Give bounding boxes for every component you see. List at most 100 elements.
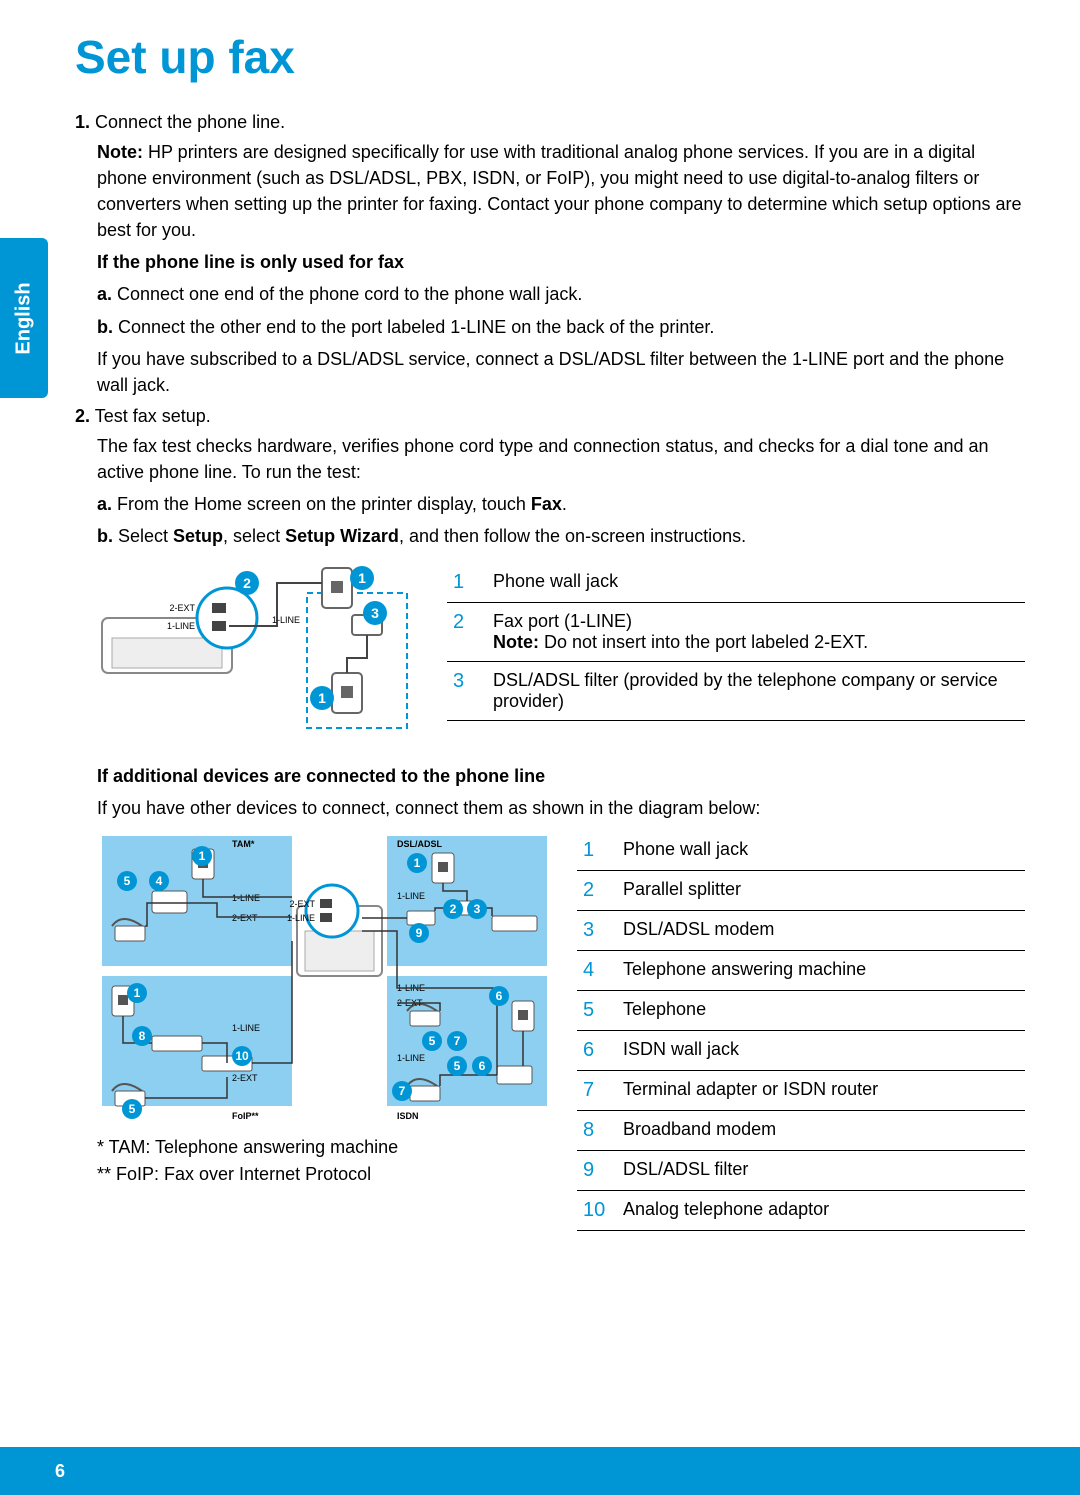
step-2b-label: b.: [97, 526, 113, 546]
legend-text: ISDN wall jack: [617, 1031, 1025, 1071]
legend-text: Parallel splitter: [617, 871, 1025, 911]
legend-row: 7Terminal adapter or ISDN router: [577, 1071, 1025, 1111]
svg-text:2-EXT: 2-EXT: [232, 913, 258, 923]
step-1a: a. Connect one end of the phone cord to …: [97, 281, 1025, 307]
svg-text:3: 3: [474, 902, 481, 916]
legend-number: 2: [577, 871, 617, 911]
svg-text:1-LINE: 1-LINE: [232, 893, 260, 903]
step-2b-pre: Select: [113, 526, 173, 546]
legend-text: DSL/ADSL modem: [617, 911, 1025, 951]
svg-text:5: 5: [454, 1059, 461, 1073]
legend-number: 9: [577, 1151, 617, 1191]
diagram-additional-devices: 2-EXT 1-LINE TAM* FoIP** DSL/ADSL ISDN 1…: [97, 831, 552, 1188]
legend-text: Fax port (1-LINE)Note: Do not insert int…: [487, 603, 1025, 662]
svg-text:1: 1: [414, 856, 421, 870]
callout-badge: 3: [363, 601, 387, 625]
step-1-text: Connect the phone line.: [95, 112, 285, 132]
legend-row: 2Parallel splitter: [577, 871, 1025, 911]
legend-additional-devices: 1Phone wall jack2Parallel splitter3DSL/A…: [577, 831, 1025, 1231]
legend-number: 3: [447, 662, 487, 721]
step-2b-b2: Setup Wizard: [285, 526, 399, 546]
legend-row: 1Phone wall jack: [447, 563, 1025, 603]
note-text: HP printers are designed specifically fo…: [97, 142, 1022, 240]
step-2a-label: a.: [97, 494, 112, 514]
legend-number: 4: [577, 951, 617, 991]
svg-text:1-LINE: 1-LINE: [287, 913, 315, 923]
legend-number: 1: [447, 563, 487, 603]
page-number: 6: [55, 1461, 65, 1482]
legend-text: Telephone: [617, 991, 1025, 1031]
step-2b: b. Select Setup, select Setup Wizard, an…: [97, 523, 1025, 549]
svg-text:2-EXT: 2-EXT: [232, 1073, 258, 1083]
legend-text: DSL/ADSL filter (provided by the telepho…: [487, 662, 1025, 721]
footnote-foip: ** FoIP: Fax over Internet Protocol: [97, 1161, 552, 1188]
svg-text:7: 7: [399, 1084, 406, 1098]
step-2b-mid: , select: [223, 526, 285, 546]
legend-row: 2Fax port (1-LINE)Note: Do not insert in…: [447, 603, 1025, 662]
legend-text: Analog telephone adaptor: [617, 1191, 1025, 1231]
step-1: 1. Connect the phone line. Note: HP prin…: [75, 112, 1025, 398]
step-1b: b. Connect the other end to the port lab…: [97, 314, 1025, 340]
step-2: 2. Test fax setup. The fax test checks h…: [75, 406, 1025, 549]
legend-row: 9DSL/ADSL filter: [577, 1151, 1025, 1191]
svg-text:9: 9: [416, 926, 423, 940]
footnote-tam: * TAM: Telephone answering machine: [97, 1134, 552, 1161]
svg-text:5: 5: [129, 1102, 136, 1116]
svg-text:8: 8: [139, 1029, 146, 1043]
sub1-heading: If the phone line is only used for fax: [97, 249, 1025, 275]
svg-text:1: 1: [318, 690, 326, 706]
callout-badge: 2: [235, 571, 259, 595]
svg-text:1: 1: [199, 849, 206, 863]
legend-number: 6: [577, 1031, 617, 1071]
step-2b-post: , and then follow the on-screen instruct…: [399, 526, 746, 546]
legend-text: Telephone answering machine: [617, 951, 1025, 991]
legend-number: 7: [577, 1071, 617, 1111]
page-footer: 6: [0, 1447, 1080, 1495]
diag1-cable-label: 1-LINE: [272, 615, 300, 625]
step-2-desc: The fax test checks hardware, verifies p…: [97, 433, 1025, 485]
legend-text: Terminal adapter or ISDN router: [617, 1071, 1025, 1111]
legend-number: 1: [577, 831, 617, 871]
svg-text:DSL/ADSL: DSL/ADSL: [397, 839, 443, 849]
page-title: Set up fax: [75, 30, 1025, 84]
svg-text:ISDN: ISDN: [397, 1111, 419, 1121]
step-1a-label: a.: [97, 284, 112, 304]
diagram-fax-only: 2-EXT 1-LINE 1-LINE 1 2 3 1: [97, 563, 417, 733]
legend-number: 2: [447, 603, 487, 662]
legend-row: 1Phone wall jack: [577, 831, 1025, 871]
legend-text: DSL/ADSL filter: [617, 1151, 1025, 1191]
svg-text:7: 7: [454, 1034, 461, 1048]
svg-text:10: 10: [235, 1049, 249, 1063]
legend-row: 3DSL/ADSL modem: [577, 911, 1025, 951]
svg-text:6: 6: [479, 1059, 486, 1073]
svg-text:FoIP**: FoIP**: [232, 1111, 259, 1121]
legend-row: 6ISDN wall jack: [577, 1031, 1025, 1071]
svg-text:6: 6: [496, 989, 503, 1003]
legend-number: 10: [577, 1191, 617, 1231]
step-2a-pre: From the Home screen on the printer disp…: [112, 494, 531, 514]
legend-row: 3DSL/ADSL filter (provided by the teleph…: [447, 662, 1025, 721]
step-2b-b1: Setup: [173, 526, 223, 546]
legend-text: Broadband modem: [617, 1111, 1025, 1151]
svg-text:3: 3: [371, 605, 379, 621]
section2-intro: If you have other devices to connect, co…: [97, 795, 1025, 821]
legend-row: 10Analog telephone adaptor: [577, 1191, 1025, 1231]
language-tab: English: [0, 238, 48, 398]
step-2-text: Test fax setup.: [95, 406, 211, 426]
step-1b-text: Connect the other end to the port labele…: [113, 317, 714, 337]
svg-text:2: 2: [243, 575, 251, 591]
callout-badge: 1: [350, 566, 374, 590]
callout-badge: 1: [310, 686, 334, 710]
step-2a-post: .: [562, 494, 567, 514]
note-label: Note:: [97, 142, 143, 162]
legend-number: 8: [577, 1111, 617, 1151]
step-2a: a. From the Home screen on the printer d…: [97, 491, 1025, 517]
legend-row: 5Telephone: [577, 991, 1025, 1031]
diag1-line-label: 1-LINE: [167, 621, 195, 631]
svg-text:5: 5: [429, 1034, 436, 1048]
step-2-number: 2.: [75, 406, 90, 426]
diag1-ext-label: 2-EXT: [169, 603, 195, 613]
svg-text:1-LINE: 1-LINE: [397, 891, 425, 901]
svg-text:2-EXT: 2-EXT: [289, 899, 315, 909]
legend-text: Phone wall jack: [487, 563, 1025, 603]
